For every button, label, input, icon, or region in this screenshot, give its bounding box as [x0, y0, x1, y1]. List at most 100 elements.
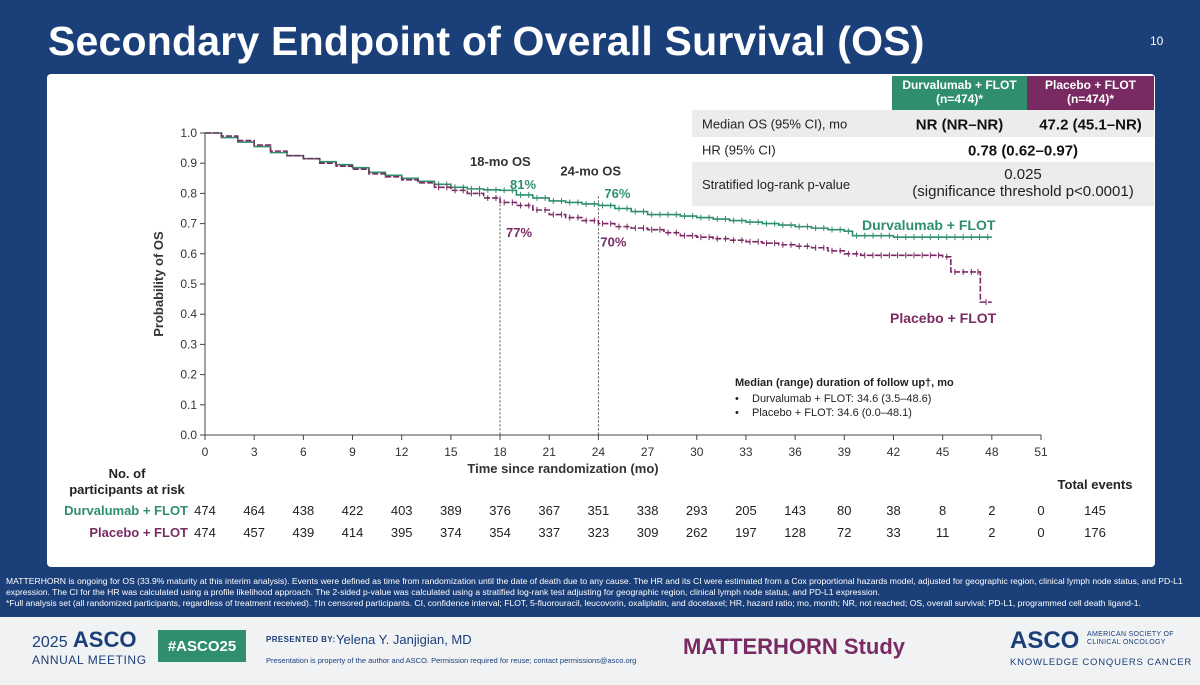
chart-panel: 0.0 0.1 0.2 0.3 0.4 0.5 0.6 0.7 0.8 0.9 1.0 0 3 6 9 12 1…: [47, 74, 1155, 567]
risk-value: 80: [837, 503, 851, 518]
x-tick-label: 12: [395, 445, 409, 459]
results-row-label: Median OS (95% CI), mo: [702, 117, 847, 132]
curve-label-durva: Durvalumab + FLOT: [862, 217, 996, 233]
followup-bullet: •: [735, 407, 739, 419]
risk-value: 438: [293, 503, 315, 518]
asco-year: 2025: [32, 634, 68, 651]
landmark-label-18: 18-mo OS: [470, 154, 531, 169]
risk-value: 8: [939, 503, 946, 518]
risk-value: 0: [1037, 525, 1044, 540]
x-tick-label: 21: [543, 445, 557, 459]
header-cell-durva: [892, 76, 1027, 110]
km-curve-placebo: [205, 132, 992, 303]
followup-bullet: •: [735, 393, 739, 405]
risk-value: 2: [988, 503, 995, 518]
presented-by-label: PRESENTED BY:: [266, 635, 336, 644]
y-tick-label: 1.0: [180, 126, 197, 140]
risk-value: 351: [588, 503, 610, 518]
x-tick-label: 45: [936, 445, 950, 459]
asco-tagline: KNOWLEDGE CONQUERS CANCER: [1010, 657, 1193, 668]
km-chart: 0.00.10.20.30.40.50.60.70.80.91.00 3 6 9 12 1…: [64, 76, 1154, 540]
asco-name: ASCO: [72, 627, 137, 652]
society-name: AMERICAN SOCIETY OF CLINICAL ONCOLOGY: [1087, 631, 1174, 646]
followup-item: Durvalumab + FLOT: 34.6 (3.5–48.6): [752, 393, 931, 405]
x-tick-label: 9: [349, 445, 356, 459]
risk-value: 439: [293, 525, 315, 540]
x-tick-label: 51: [1034, 445, 1048, 459]
risk-value: 0: [1037, 503, 1044, 518]
y-tick-label: 0.9: [180, 156, 197, 170]
risk-value: 367: [538, 503, 560, 518]
y-tick-label: 0.5: [180, 277, 197, 291]
asco-logo: ASCO: [1010, 627, 1080, 654]
risk-value: 337: [538, 525, 560, 540]
risk-title-line-1: No. of: [109, 466, 146, 481]
header-cell-placebo: [1027, 76, 1154, 110]
footnote-line-2: *Full analysis set (all randomized parti…: [6, 598, 1141, 608]
landmark-value-durva-24: 76%: [604, 186, 630, 201]
landmark-value-durva-18: 81%: [510, 177, 536, 192]
results-row-label: Stratified log-rank p-value: [702, 177, 850, 192]
x-tick-label: 36: [788, 445, 802, 459]
risk-title-line-2: participants at risk: [69, 482, 185, 497]
landmark-label-24: 24-mo OS: [560, 163, 621, 178]
y-tick-label: 0.7: [180, 217, 197, 231]
x-tick-label: 27: [641, 445, 655, 459]
risk-value: 464: [243, 503, 265, 518]
asco-meeting-logo: 2025 ASCO: [32, 627, 136, 653]
x-tick-label: 39: [838, 445, 852, 459]
risk-value: 143: [784, 503, 806, 518]
presenter-name: Yelena Y. Janjigian, MD: [336, 632, 472, 647]
study-name: MATTERHORN Study: [683, 634, 906, 659]
y-tick-label: 0.1: [180, 398, 197, 412]
landmark-value-placebo-24: 70%: [600, 234, 626, 249]
followup-item: Placebo + FLOT: 34.6 (0.0–48.1): [752, 407, 912, 419]
risk-value: 128: [784, 525, 806, 540]
risk-value: 389: [440, 503, 462, 518]
results-row-bg: [692, 162, 1154, 206]
header-durva-line: Durvalumab + FLOT: [902, 78, 1017, 92]
x-tick-label: 48: [985, 445, 999, 459]
y-tick-label: 0.3: [180, 337, 197, 351]
risk-value: 338: [637, 503, 659, 518]
risk-value: 457: [243, 525, 265, 540]
risk-value: 72: [837, 525, 851, 540]
results-value-hr: 0.78 (0.62–0.97): [968, 143, 1078, 160]
risk-value: 403: [391, 503, 413, 518]
risk-total-value: 176: [1084, 525, 1106, 540]
x-tick-label: 0: [202, 445, 209, 459]
slide-number: 10: [1150, 34, 1164, 48]
risk-value: 309: [637, 525, 659, 540]
results-value-placebo: 47.2 (45.1–NR): [1039, 117, 1142, 134]
x-tick-label: 18: [493, 445, 507, 459]
risk-value: 205: [735, 503, 757, 518]
risk-value: 262: [686, 525, 708, 540]
landmark-value-placebo-18: 77%: [506, 225, 532, 240]
risk-value: 474: [194, 525, 216, 540]
y-axis-title: Probability of OS: [151, 231, 166, 337]
results-row-label: HR (95% CI): [702, 143, 776, 158]
risk-value: 323: [588, 525, 610, 540]
results-value-pvalue: 0.025: [1004, 166, 1042, 183]
curve-label-placebo: Placebo + FLOT: [890, 310, 997, 326]
x-tick-label: 24: [592, 445, 606, 459]
property-note: Presentation is property of the author a…: [266, 656, 637, 665]
header-durva-line: (n=474)*: [936, 92, 983, 106]
risk-value: 376: [489, 503, 511, 518]
y-tick-label: 0.0: [180, 428, 197, 442]
header-placebo-line: (n=474)*: [1067, 92, 1114, 106]
risk-total-value: 145: [1084, 503, 1106, 518]
risk-value: 422: [342, 503, 364, 518]
y-tick-label: 0.2: [180, 368, 197, 382]
risk-value: 11: [936, 525, 950, 540]
x-axis-title: Time since randomization (mo): [467, 461, 658, 476]
footnote: MATTERHORN is ongoing for OS (33.9% matu…: [6, 576, 1196, 609]
results-row-bg: [692, 110, 1154, 137]
risk-total-header: Total events: [1058, 477, 1133, 492]
risk-value: 38: [886, 503, 900, 518]
y-tick-label: 0.4: [180, 307, 197, 321]
x-tick-label: 42: [887, 445, 901, 459]
risk-value: 293: [686, 503, 708, 518]
slide-title: Secondary Endpoint of Overall Survival (…: [48, 18, 925, 64]
footer-bar: 2025 ASCO ANNUAL MEETING #ASCO25 PRESENT…: [0, 617, 1200, 685]
